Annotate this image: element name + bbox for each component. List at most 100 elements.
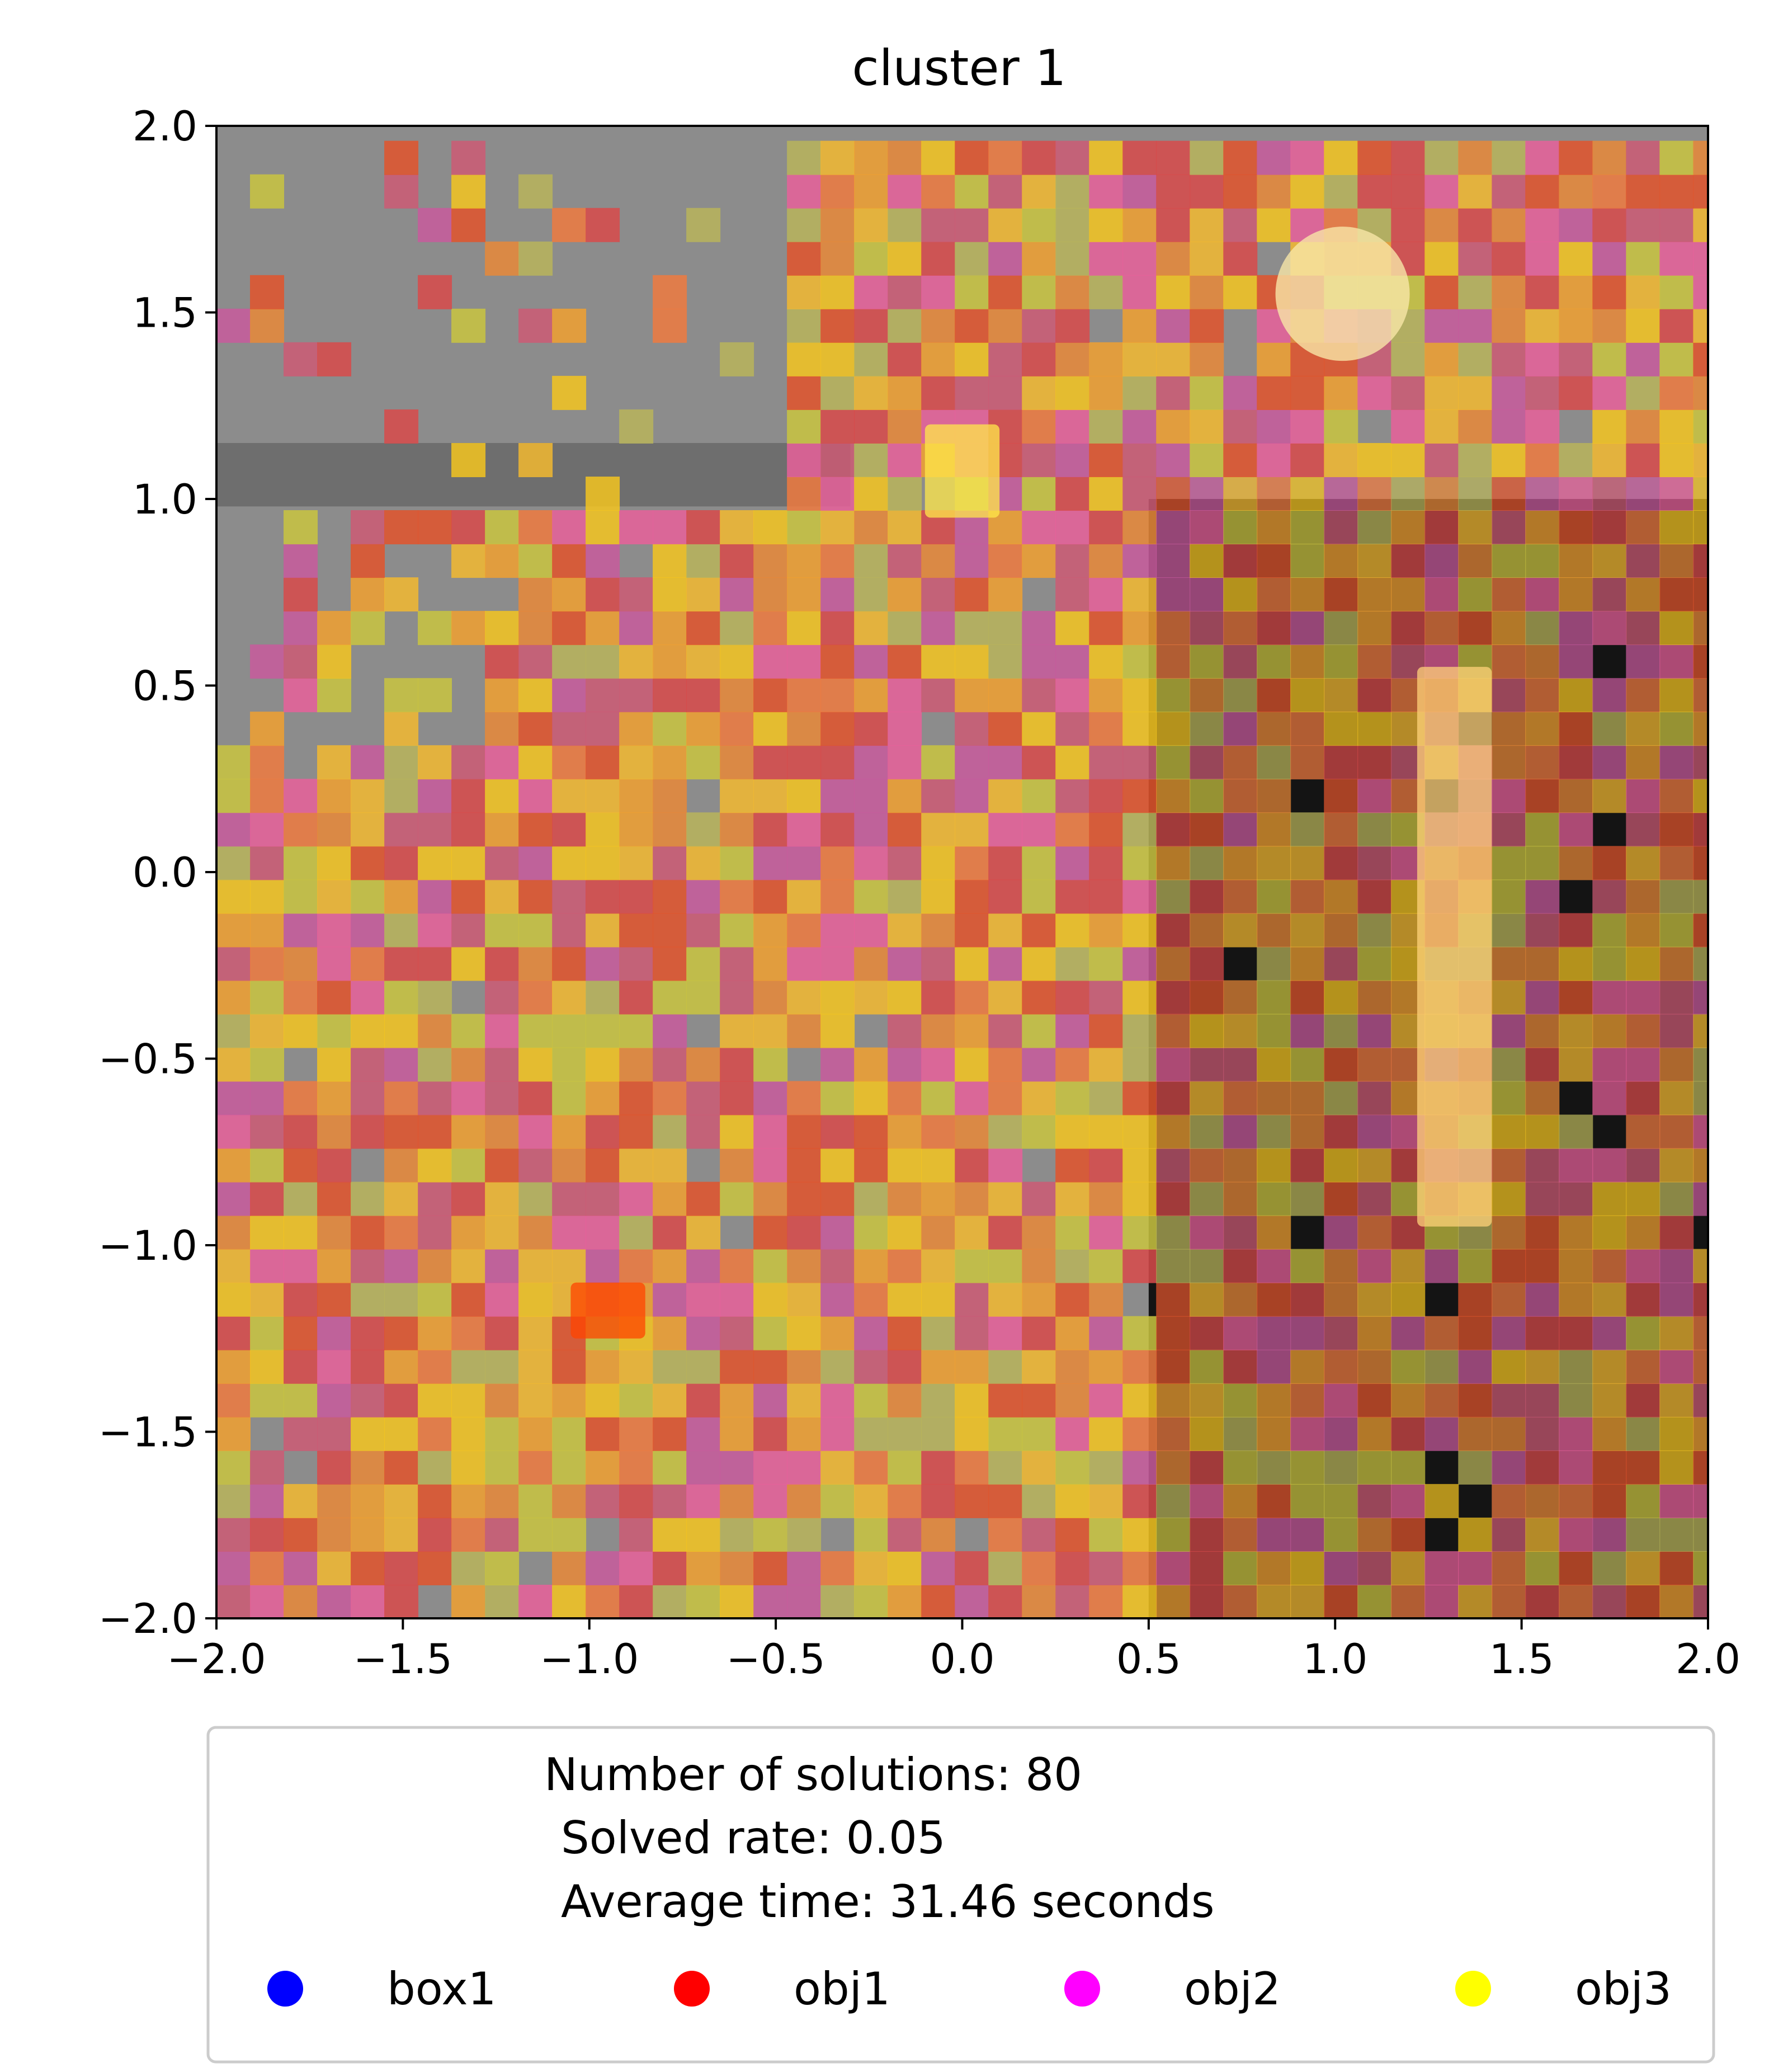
heat-cell [1223, 644, 1258, 679]
heat-cell [451, 1114, 486, 1149]
sphere-object [1275, 227, 1410, 361]
heat-cell [820, 1450, 855, 1485]
heat-cell [418, 1416, 452, 1451]
heat-cell [854, 846, 889, 880]
heat-cell [518, 1114, 553, 1149]
heat-cell [720, 510, 754, 545]
heat-cell [518, 1014, 553, 1048]
heat-cell [1357, 1215, 1392, 1250]
heat-cell [351, 1416, 385, 1451]
heat-cell [988, 779, 1023, 813]
heat-cell [1693, 544, 1708, 578]
heat-cell [1022, 779, 1056, 813]
heat-cell [888, 275, 922, 309]
heat-cell [1424, 1484, 1459, 1518]
heat-cell [418, 1249, 452, 1283]
heat-cell [619, 1114, 654, 1149]
heat-cell [1055, 1181, 1090, 1216]
heat-cell [1492, 409, 1526, 444]
heat-cell [1559, 980, 1593, 1015]
heat-cell [586, 1349, 620, 1384]
heat-cell [619, 879, 654, 914]
heat-cell [1223, 1551, 1258, 1585]
heat-cell [1559, 1450, 1593, 1485]
heat-cell [820, 913, 855, 948]
heat-cell [686, 1551, 721, 1585]
heat-cell [619, 779, 654, 813]
heat-cell [518, 1584, 553, 1618]
heat-cell [1022, 913, 1056, 948]
heat-cell [552, 544, 587, 578]
heat-cell [1156, 1551, 1191, 1585]
heat-cell [451, 1014, 486, 1048]
heat-cell [1525, 913, 1560, 948]
heat-cell [1324, 544, 1358, 578]
heat-cell [619, 678, 654, 713]
heat-cell [250, 1114, 285, 1149]
heat-cell [1156, 1383, 1191, 1418]
heat-cell [619, 1014, 654, 1048]
heat-cell [1492, 1517, 1526, 1552]
heat-cell [216, 1249, 251, 1283]
heat-cell [552, 308, 587, 343]
heat-cell [552, 1517, 587, 1552]
heat-cell [284, 1114, 318, 1149]
heat-cell [284, 779, 318, 813]
heat-cell [1659, 745, 1694, 780]
heat-cell [1492, 1081, 1526, 1115]
heat-cell [1559, 1551, 1593, 1585]
heat-cell [1693, 1316, 1708, 1350]
heat-cell [1626, 577, 1660, 612]
heat-cell [1022, 1114, 1056, 1149]
heat-cell [216, 1316, 251, 1350]
heat-cell [250, 308, 285, 343]
heat-cell [787, 846, 822, 880]
heat-cell [1055, 846, 1090, 880]
heat-cell [1357, 1081, 1392, 1115]
heat-cell [586, 544, 620, 578]
heat-cell [720, 712, 754, 746]
heat-cell [1525, 577, 1560, 612]
heat-cell [1693, 1081, 1708, 1115]
heat-cell [1525, 208, 1560, 242]
heat-cell [921, 1047, 956, 1082]
heat-cell [485, 1450, 520, 1485]
heat-cell [1156, 1148, 1191, 1183]
heat-cell [787, 1215, 822, 1250]
heat-cell [1391, 174, 1426, 209]
heat-cell [418, 1014, 452, 1048]
heat-cell [820, 275, 855, 309]
heat-cell [1592, 1316, 1627, 1350]
heat-cell [1693, 577, 1708, 612]
heat-cell [1257, 1215, 1291, 1250]
heat-cell [1693, 644, 1708, 679]
heat-cell [1324, 712, 1358, 746]
heat-cell [753, 1114, 788, 1149]
heat-cell [552, 1349, 587, 1384]
heat-cell [1089, 208, 1124, 242]
heat-cell [1190, 812, 1224, 847]
heat-cell [619, 812, 654, 847]
heat-cell [1559, 375, 1593, 410]
heat-cell [753, 1215, 788, 1250]
heat-cell [787, 946, 822, 981]
heat-cell [1525, 1450, 1560, 1485]
heat-cell [1626, 913, 1660, 948]
heat-cell [1693, 1349, 1708, 1384]
heat-cell [720, 1148, 754, 1183]
heat-cell [1089, 812, 1124, 847]
heat-cell [1659, 1249, 1694, 1283]
heat-cell [854, 1148, 889, 1183]
heat-cell [888, 544, 922, 578]
heat-cell [1223, 275, 1258, 309]
heat-cell [451, 140, 486, 175]
heat-cell [1592, 1517, 1627, 1552]
heat-cell [686, 1249, 721, 1283]
heat-cell [250, 946, 285, 981]
heat-cell [921, 1484, 956, 1518]
heat-cell [384, 1484, 419, 1518]
legend-marker-obj3 [1455, 1971, 1491, 2007]
heat-cell [1357, 1584, 1392, 1618]
heat-cell [1257, 442, 1291, 477]
heat-cell [753, 846, 788, 880]
